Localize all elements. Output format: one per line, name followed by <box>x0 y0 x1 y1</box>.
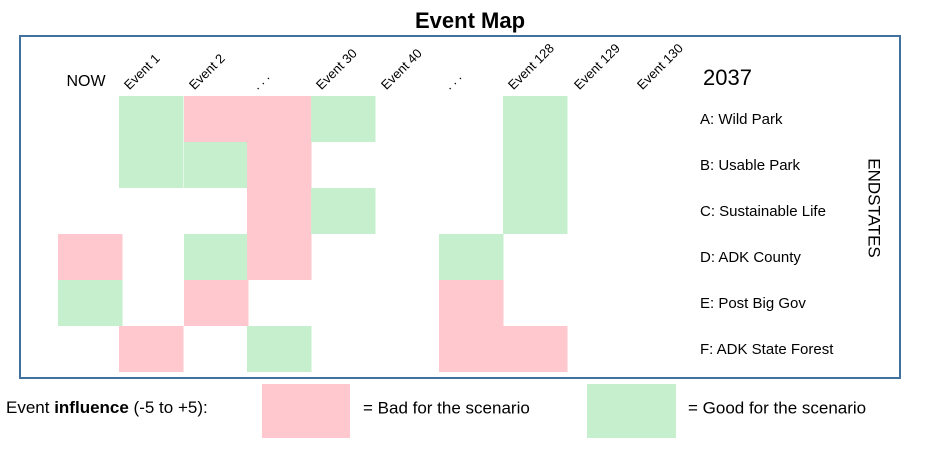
cell <box>311 188 376 234</box>
frame <box>19 35 901 379</box>
cell <box>184 142 249 188</box>
column-label: Event 30 <box>313 46 360 93</box>
cell <box>439 326 504 372</box>
cell <box>247 188 312 234</box>
legend-label: = Good for the scenario <box>688 398 866 417</box>
cell <box>247 142 312 188</box>
legend-intro: Event influence (-5 to +5): <box>6 398 208 417</box>
column-label: Event 130 <box>634 41 686 93</box>
row-label: A: Wild Park <box>700 111 783 128</box>
cell <box>503 326 568 372</box>
cell <box>184 96 249 142</box>
cell <box>503 142 568 188</box>
title: Event Map <box>415 8 525 33</box>
column-label: . . . <box>441 69 464 92</box>
cell <box>58 280 123 326</box>
legend-intro-part: (-5 to +5): <box>129 398 208 417</box>
cell <box>439 234 504 280</box>
cell <box>503 188 568 234</box>
row-label: E: Post Big Gov <box>700 295 806 312</box>
cell <box>247 326 312 372</box>
legend-swatch <box>587 384 676 438</box>
side-label: ENDSTATES <box>865 158 884 258</box>
legend-intro-part: Event <box>6 398 54 417</box>
cell <box>119 96 184 142</box>
row-label: B: Usable Park <box>700 157 801 174</box>
column-label: Event 1 <box>121 51 163 93</box>
column-label: Event 40 <box>378 46 425 93</box>
row-label: C: Sustainable Life <box>700 203 826 220</box>
cell <box>119 142 184 188</box>
cell <box>119 326 184 372</box>
column-label: . . . <box>249 69 272 92</box>
grid <box>58 96 568 372</box>
cell <box>184 234 249 280</box>
column-label: NOW <box>66 73 106 90</box>
row-label: D: ADK County <box>700 249 801 266</box>
cell <box>184 280 249 326</box>
cell <box>311 96 376 142</box>
cell <box>503 96 568 142</box>
column-label: Event 2 <box>186 51 228 93</box>
column-label: Event 128 <box>505 41 557 93</box>
year: 2037 <box>703 65 752 90</box>
legend-intro-part: influence <box>54 398 129 417</box>
cell <box>247 96 312 142</box>
legend-swatch <box>262 384 350 438</box>
row-label: F: ADK State Forest <box>700 341 834 358</box>
column-label: Event 129 <box>571 41 623 93</box>
cell <box>439 280 504 326</box>
legend-label: = Bad for the scenario <box>363 398 530 417</box>
cell <box>58 234 123 280</box>
cell <box>247 234 312 280</box>
